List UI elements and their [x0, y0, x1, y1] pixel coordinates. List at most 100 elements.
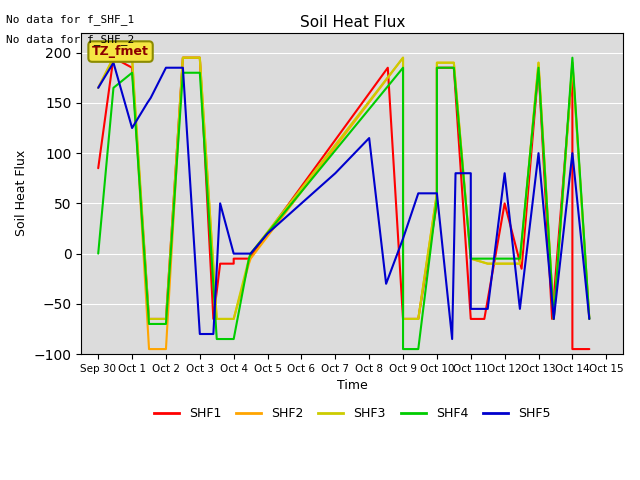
- SHF2: [162, 346, 170, 352]
- SHF4: [245, 256, 253, 262]
- SHF5: [586, 316, 593, 322]
- SHF3: [534, 60, 542, 66]
- SHF1: [548, 316, 556, 322]
- SHF2: [415, 316, 422, 322]
- Line: SHF1: SHF1: [98, 58, 589, 349]
- SHF3: [230, 316, 237, 322]
- SHF5: [216, 201, 224, 206]
- SHF5: [415, 191, 422, 196]
- SHF5: [568, 150, 576, 156]
- Text: TZ_fmet: TZ_fmet: [92, 45, 149, 58]
- SHF4: [213, 336, 221, 342]
- SHF4: [399, 346, 407, 352]
- SHF3: [586, 316, 593, 322]
- SHF1: [467, 316, 475, 322]
- SHF4: [450, 65, 458, 71]
- SHF4: [467, 256, 475, 262]
- SHF2: [128, 55, 136, 60]
- SHF2: [196, 55, 204, 60]
- SHF1: [501, 201, 509, 206]
- SHF3: [415, 316, 422, 322]
- X-axis label: Time: Time: [337, 379, 367, 392]
- SHF1: [399, 316, 407, 322]
- SHF2: [433, 191, 441, 196]
- SHF1: [162, 316, 170, 322]
- Line: SHF5: SHF5: [98, 63, 589, 339]
- SHF2: [433, 60, 441, 66]
- SHF2: [145, 346, 153, 352]
- SHF5: [94, 85, 102, 91]
- SHF1: [467, 316, 475, 322]
- SHF4: [128, 70, 136, 76]
- SHF4: [534, 65, 542, 71]
- SHF4: [162, 321, 170, 327]
- SHF5: [534, 150, 542, 156]
- SHF5: [143, 100, 151, 106]
- SHF3: [501, 261, 509, 266]
- SHF5: [298, 201, 305, 206]
- SHF3: [213, 316, 221, 322]
- SHF5: [452, 170, 460, 176]
- SHF4: [433, 65, 441, 71]
- SHF1: [94, 165, 102, 171]
- SHF5: [467, 170, 475, 176]
- SHF3: [433, 191, 441, 196]
- SHF5: [501, 170, 509, 176]
- SHF5: [399, 236, 407, 241]
- SHF3: [399, 316, 407, 322]
- SHF1: [481, 316, 488, 322]
- SHF3: [196, 55, 204, 60]
- SHF3: [247, 251, 255, 256]
- SHF1: [179, 55, 187, 60]
- SHF3: [162, 316, 170, 322]
- SHF1: [216, 261, 224, 266]
- SHF2: [179, 55, 187, 60]
- SHF5: [484, 306, 492, 312]
- SHF1: [534, 65, 542, 71]
- SHF4: [109, 85, 117, 91]
- SHF4: [501, 256, 509, 262]
- SHF4: [145, 321, 153, 327]
- SHF1: [518, 266, 525, 272]
- SHF5: [365, 135, 373, 141]
- SHF2: [586, 316, 593, 322]
- SHF5: [264, 231, 271, 237]
- SHF2: [230, 316, 237, 322]
- SHF5: [467, 306, 475, 312]
- SHF1: [415, 316, 422, 322]
- SHF5: [209, 331, 217, 337]
- SHF5: [332, 170, 339, 176]
- SHF3: [450, 60, 458, 66]
- SHF2: [399, 316, 407, 322]
- SHF5: [147, 95, 154, 101]
- SHF5: [162, 65, 170, 71]
- SHF2: [550, 316, 557, 322]
- SHF4: [230, 336, 237, 342]
- SHF2: [247, 256, 255, 262]
- SHF2: [467, 256, 475, 262]
- SHF3: [467, 256, 475, 262]
- SHF1: [433, 201, 441, 206]
- SHF1: [109, 55, 117, 60]
- SHF5: [230, 251, 237, 256]
- SHF5: [109, 60, 117, 66]
- SHF2: [534, 60, 542, 66]
- SHF1: [230, 261, 237, 266]
- SHF5: [382, 281, 390, 287]
- SHF1: [568, 346, 576, 352]
- SHF2: [516, 261, 524, 266]
- SHF3: [179, 55, 187, 60]
- SHF1: [209, 316, 217, 322]
- SHF5: [247, 251, 255, 256]
- SHF5: [550, 316, 557, 322]
- SHF1: [450, 65, 458, 71]
- SHF3: [484, 261, 492, 266]
- SHF1: [245, 256, 253, 262]
- SHF3: [128, 55, 136, 60]
- SHF2: [94, 85, 102, 91]
- SHF1: [384, 65, 392, 71]
- SHF5: [196, 331, 204, 337]
- SHF2: [450, 60, 458, 66]
- SHF4: [94, 251, 102, 256]
- SHF4: [481, 256, 488, 262]
